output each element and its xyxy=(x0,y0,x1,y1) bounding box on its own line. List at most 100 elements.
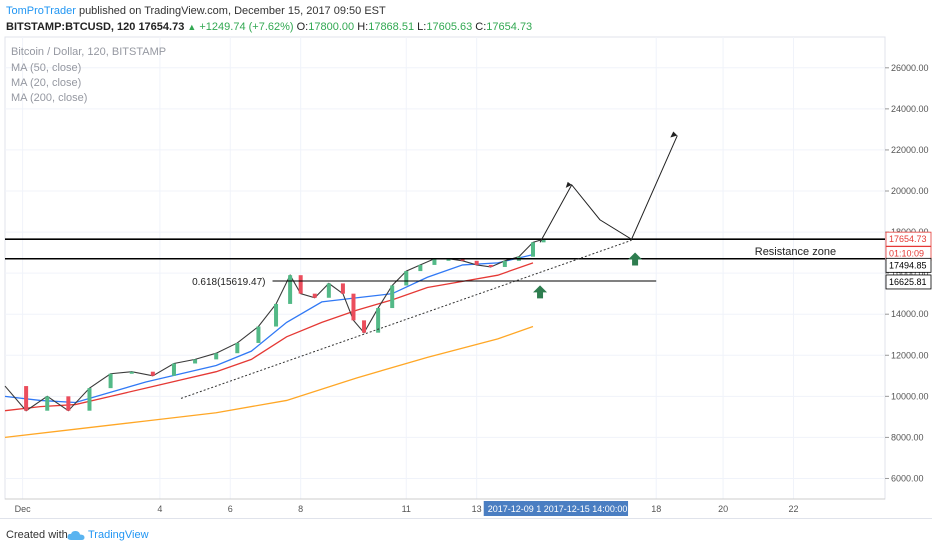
cloud-icon xyxy=(67,530,85,540)
price-tag xyxy=(885,231,932,247)
publish-line: TomProTrader published on TradingView.co… xyxy=(6,5,386,17)
x-tick-label: 22 xyxy=(788,504,798,514)
y-tick-label: 22000.00 xyxy=(891,145,929,155)
price-candle xyxy=(418,264,423,272)
price-candle xyxy=(45,396,50,411)
indicator-ma20: MA (20, close) xyxy=(11,77,81,89)
price-candle xyxy=(432,258,437,265)
open-label: O: xyxy=(296,21,309,33)
ma-line xyxy=(4,262,534,412)
x-tick-label: 8 xyxy=(298,504,303,514)
close-value: 17654.73 xyxy=(486,21,533,33)
ohlc-line: BITSTAMP:BTCUSD, 120 17654.73 ▲ +1249.74… xyxy=(6,21,532,33)
low-value: 17605.63 xyxy=(426,21,473,33)
close-label: C: xyxy=(475,21,487,33)
chart-title: Bitcoin / Dollar, 120, BITSTAMP xyxy=(11,46,166,58)
grid xyxy=(5,37,885,499)
price-candle xyxy=(488,264,493,267)
resistance-label: Resistance zone xyxy=(755,246,836,258)
plot-frame xyxy=(4,36,886,500)
price-candle xyxy=(541,239,546,243)
y-tick-label: 20000.00 xyxy=(891,186,929,196)
price-candle xyxy=(390,285,395,309)
open-value: 17800.00 xyxy=(308,21,355,33)
x-crosshair-badge xyxy=(483,501,629,516)
indicator-ma200: MA (200, close) xyxy=(11,92,87,104)
price-candle xyxy=(274,303,279,327)
x-crosshair-label: 2017-12-09 1 2017-12-15 14:00:00 1:00 xyxy=(488,504,648,514)
price-candle xyxy=(87,388,92,411)
x-tick-label: 11 xyxy=(402,504,411,514)
price-line-layer xyxy=(4,238,546,412)
price-candle xyxy=(256,326,261,343)
ma-line xyxy=(4,325,534,439)
price-line xyxy=(4,238,544,412)
price-candle xyxy=(376,308,381,333)
price-tag-label: 01:10:09 xyxy=(889,249,924,259)
price-candle xyxy=(235,342,240,354)
trendline xyxy=(180,239,632,399)
projection-path xyxy=(539,135,678,243)
y-tick-label: 12000.00 xyxy=(891,350,929,360)
published-text: published on TradingView.com, December 1… xyxy=(75,5,386,17)
chart-header: TomProTrader published on TradingView.co… xyxy=(0,0,932,36)
price-candle xyxy=(474,260,479,265)
price-tag-label: 17494.85 xyxy=(889,260,927,270)
price-candle xyxy=(351,293,356,321)
annotations: Resistance zone 0.618(15619.47) xyxy=(5,131,885,399)
price-candle xyxy=(298,275,303,294)
price-change: +1249.74 (+7.62%) xyxy=(199,21,294,33)
price-candle xyxy=(446,258,451,261)
price-candle xyxy=(66,396,71,411)
price-candle xyxy=(502,260,507,267)
y-tick-label: 16000.00 xyxy=(891,268,929,278)
tradingview-brand[interactable]: TradingView xyxy=(67,529,149,541)
up-triangle-icon: ▲ xyxy=(187,22,197,32)
price-candle xyxy=(404,271,409,286)
price-candle xyxy=(193,359,198,364)
price-candle xyxy=(288,275,293,304)
created-with-text: Created with xyxy=(6,529,68,541)
x-tick-label: Dec xyxy=(15,504,32,514)
fib-label: 0.618(15619.47) xyxy=(192,277,265,288)
high-value: 17868.51 xyxy=(368,21,415,33)
y-tick-label: 26000.00 xyxy=(891,63,929,73)
price-candle xyxy=(531,242,535,257)
indicator-ma50: MA (50, close) xyxy=(11,62,81,74)
y-tick-label: 10000.00 xyxy=(891,391,929,401)
price-tag-label: 16625.81 xyxy=(889,277,927,287)
price-candle xyxy=(24,386,29,411)
price-candle xyxy=(150,371,155,376)
x-tick-label: 4 xyxy=(157,504,162,514)
high-label: H: xyxy=(357,21,369,33)
low-label: L: xyxy=(417,21,427,33)
price-tag xyxy=(885,274,932,290)
price-candle xyxy=(460,258,465,261)
x-tick-label: 20 xyxy=(718,504,728,514)
up-arrow-icon xyxy=(628,252,643,266)
y-tick-label: 6000.00 xyxy=(891,473,924,483)
y-tick-label: 14000.00 xyxy=(891,309,929,319)
axes: 6000.00 8000.00 10000.00 12000.00 14000.00 16… xyxy=(5,63,932,516)
ma-line xyxy=(4,254,534,404)
author-link[interactable]: TomProTrader xyxy=(6,5,76,17)
moving-averages xyxy=(4,254,534,439)
price-candle xyxy=(129,371,134,374)
x-tick-label: 13 xyxy=(472,504,482,514)
last-price: 17654.73 xyxy=(138,21,185,33)
brand-label: TradingView xyxy=(88,529,149,541)
price-candle xyxy=(312,293,317,298)
x-tick-label: 6 xyxy=(228,504,233,514)
price-tag xyxy=(885,257,932,273)
up-arrow-icon xyxy=(533,285,548,299)
symbol-interval: BITSTAMP:BTCUSD, 120 xyxy=(6,21,136,33)
footer: Created with TradingView xyxy=(0,518,932,551)
y-tick-label: 8000.00 xyxy=(891,432,924,442)
x-tick-label: 18 xyxy=(651,504,661,514)
projection-arrowhead xyxy=(565,181,572,188)
projection-arrowhead xyxy=(670,131,678,138)
price-tag-label: 17654.73 xyxy=(889,234,927,244)
price-candle xyxy=(326,283,331,298)
price-candle xyxy=(171,363,176,376)
